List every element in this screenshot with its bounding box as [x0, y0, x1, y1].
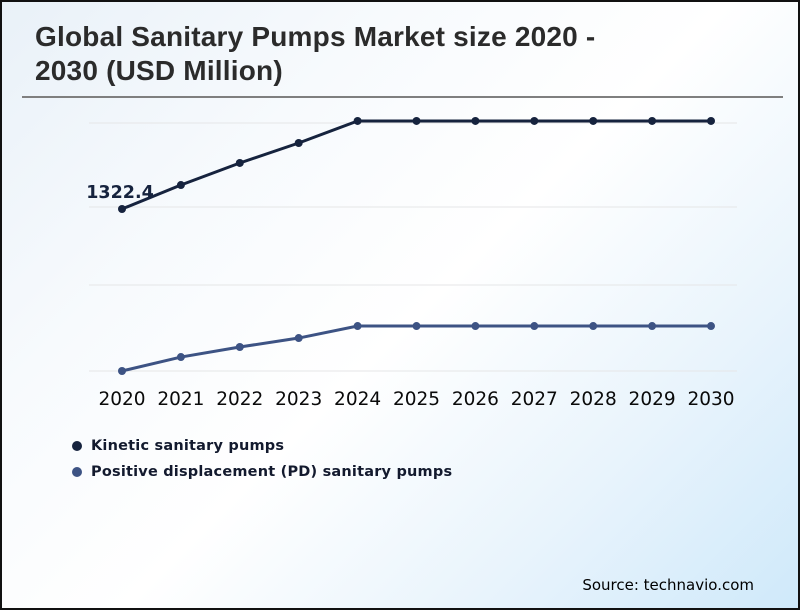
source-attribution: Source: technavio.com — [582, 576, 754, 594]
data-point — [294, 139, 303, 148]
data-point — [353, 322, 362, 331]
data-point — [118, 204, 126, 213]
x-axis-label: 2028 — [570, 389, 617, 410]
x-axis-label: 2026 — [452, 389, 499, 410]
legend-item-pd: Positive displacement (PD) sanitary pump… — [72, 464, 452, 480]
data-point — [530, 322, 539, 331]
legend-label-pd: Positive displacement (PD) sanitary pump… — [91, 464, 453, 480]
series-line-pd — [121, 324, 711, 373]
series-line-kinetic — [121, 119, 711, 211]
data-point — [648, 116, 657, 125]
data-point — [589, 322, 598, 331]
data-point — [235, 342, 244, 351]
data-point — [471, 322, 480, 331]
data-point — [176, 181, 185, 190]
x-axis-label: 2023 — [275, 389, 322, 410]
data-point — [353, 116, 362, 125]
legend-item-kinetic: Kinetic sanitary pumps — [72, 438, 452, 454]
pd-series-dot-icon — [72, 467, 82, 477]
x-axis-label: 2027 — [511, 389, 558, 410]
data-point — [176, 353, 185, 362]
legend-label-kinetic: Kinetic sanitary pumps — [91, 438, 285, 454]
data-point — [648, 322, 657, 331]
data-point — [412, 322, 421, 331]
x-axis-label: 2024 — [334, 389, 381, 410]
x-axis-label: 2020 — [98, 389, 145, 410]
data-point — [118, 367, 126, 375]
title-divider — [22, 96, 783, 98]
data-point — [589, 116, 598, 125]
x-axis-label: 2025 — [393, 389, 440, 410]
x-axis-label: 2022 — [216, 389, 263, 410]
data-point — [471, 116, 480, 125]
x-axis-label: 2029 — [629, 389, 676, 410]
data-point — [707, 322, 715, 331]
data-point-label: 1322.4 — [86, 183, 154, 203]
page-title-line2: 2030 (USD Million) — [35, 54, 283, 86]
x-axis-label: 2030 — [687, 389, 734, 410]
data-point — [412, 116, 421, 125]
line-chart: 1322.4 2020 2021 2022 2023 2024 2025 2026 2027 20… — [86, 116, 737, 410]
x-axis-label: 2021 — [157, 389, 204, 410]
page-title-line1: Global Sanitary Pumps Market size 2020 - — [35, 21, 596, 52]
legend: Kinetic sanitary pumps Positive displace… — [72, 438, 452, 490]
data-point — [707, 116, 715, 125]
data-point — [235, 158, 244, 167]
kinetic-series-dot-icon — [72, 441, 82, 451]
page-title: Global Sanitary Pumps Market size 2020 -… — [35, 20, 735, 87]
data-point — [294, 334, 303, 343]
data-point — [530, 116, 539, 125]
